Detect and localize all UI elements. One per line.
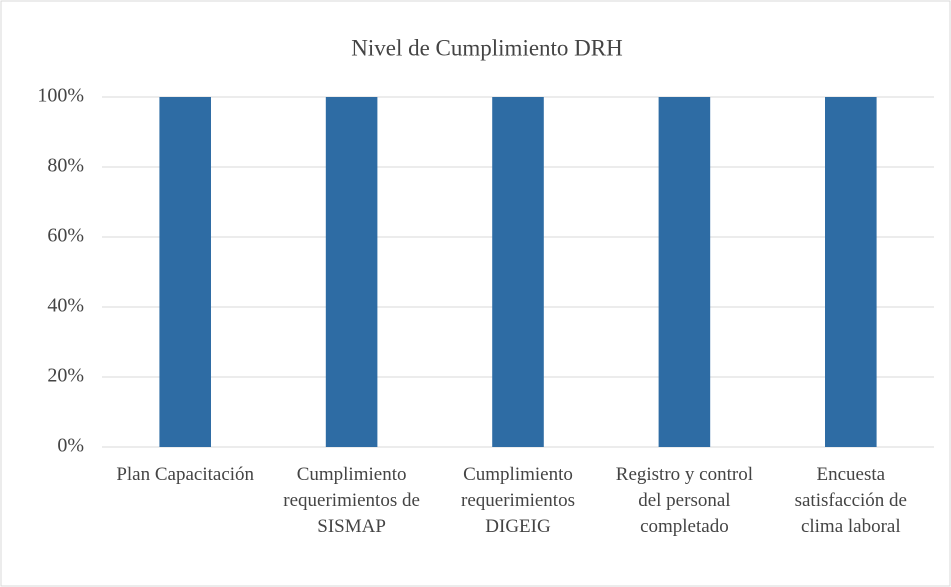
bar — [658, 97, 711, 447]
y-tick-label: 100% — [37, 85, 84, 107]
y-tick-label: 20% — [47, 365, 84, 387]
x-tick-label: Cumplimiento requerimientos de SISMAP — [283, 464, 420, 537]
x-tick-label: Plan Capacitación — [116, 464, 255, 485]
bar — [825, 97, 877, 447]
chart-title: Nivel de Cumplimiento DRH — [351, 35, 623, 60]
y-tick-label: 60% — [47, 225, 84, 247]
x-tick-label: Registro y control del personal completa… — [615, 464, 753, 537]
y-tick-label: 0% — [57, 435, 84, 457]
x-tick-label: Encuesta satisfacción de clima laboral — [794, 464, 907, 537]
bar — [492, 97, 544, 447]
y-tick-label: 40% — [47, 295, 84, 317]
x-tick-label: Cumplimiento requerimientos DIGEIG — [461, 464, 575, 537]
y-tick-label: 80% — [47, 155, 84, 177]
bar — [325, 97, 378, 447]
bar — [159, 97, 211, 447]
